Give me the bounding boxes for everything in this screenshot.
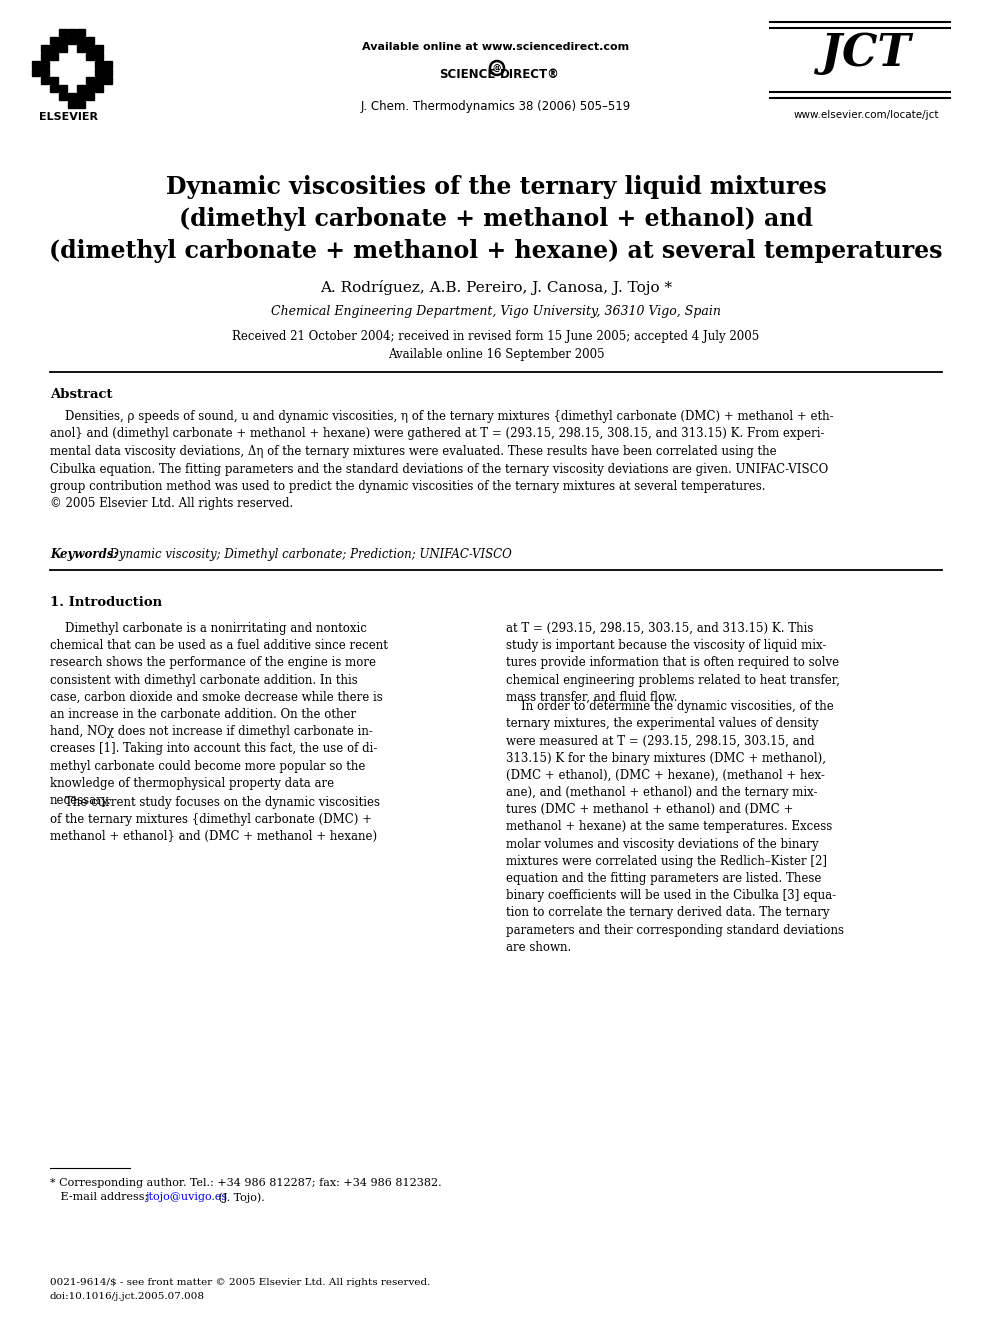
Bar [68, 93, 76, 101]
Bar [86, 85, 94, 93]
Bar [41, 45, 49, 52]
Bar [95, 85, 103, 93]
Text: A. Rodríguez, A.B. Pereiro, J. Canosa, J. Tojo *: A. Rodríguez, A.B. Pereiro, J. Canosa, J… [320, 280, 672, 295]
Text: Dynamic viscosity; Dimethyl carbonate; Prediction; UNIFAC-VISCO: Dynamic viscosity; Dimethyl carbonate; P… [102, 548, 512, 561]
Bar [86, 93, 94, 101]
Bar [32, 69, 40, 75]
Bar [68, 101, 76, 108]
Text: Received 21 October 2004; received in revised form 15 June 2005; accepted 4 July: Received 21 October 2004; received in re… [232, 329, 760, 343]
Text: (dimethyl carbonate + methanol + ethanol) and: (dimethyl carbonate + methanol + ethanol… [180, 206, 812, 232]
Bar [68, 29, 76, 36]
Bar [68, 37, 76, 44]
Bar [77, 37, 85, 44]
Bar [41, 69, 49, 75]
Bar [77, 85, 85, 93]
Bar [95, 53, 103, 60]
Bar [95, 77, 103, 83]
Bar [86, 77, 94, 83]
Bar [104, 77, 112, 83]
Text: (J. Tojo).: (J. Tojo). [215, 1192, 265, 1203]
Bar [95, 69, 103, 75]
Text: * Corresponding author. Tel.: +34 986 812287; fax: +34 986 812382.: * Corresponding author. Tel.: +34 986 81… [50, 1177, 441, 1188]
Bar [59, 93, 67, 101]
Text: Available online 16 September 2005: Available online 16 September 2005 [388, 348, 604, 361]
Text: Dynamic viscosities of the ternary liquid mixtures: Dynamic viscosities of the ternary liqui… [166, 175, 826, 198]
Bar [50, 53, 58, 60]
Bar [77, 45, 85, 52]
Text: SCIENCE: SCIENCE [439, 67, 496, 81]
Bar [77, 29, 85, 36]
Text: E-mail address:: E-mail address: [50, 1192, 152, 1203]
Bar [104, 69, 112, 75]
Bar [104, 61, 112, 67]
Text: DIRECT®: DIRECT® [500, 67, 559, 81]
Text: Available online at www.sciencedirect.com: Available online at www.sciencedirect.co… [362, 42, 630, 52]
Text: The current study focuses on the dynamic viscosities
of the ternary mixtures {di: The current study focuses on the dynamic… [50, 796, 380, 843]
Text: In order to determine the dynamic viscosities, of the
ternary mixtures, the expe: In order to determine the dynamic viscos… [506, 700, 844, 954]
Bar [50, 45, 58, 52]
Bar [86, 53, 94, 60]
Text: www.elsevier.com/locate/jct: www.elsevier.com/locate/jct [794, 110, 938, 120]
Text: Abstract: Abstract [50, 388, 112, 401]
Text: Dimethyl carbonate is a nonirritating and nontoxic
chemical that can be used as : Dimethyl carbonate is a nonirritating an… [50, 622, 388, 807]
Bar [59, 85, 67, 93]
Bar [41, 61, 49, 67]
Text: 0021-9614/$ - see front matter © 2005 Elsevier Ltd. All rights reserved.: 0021-9614/$ - see front matter © 2005 El… [50, 1278, 431, 1287]
Bar [50, 77, 58, 83]
Bar [77, 101, 85, 108]
Text: @: @ [493, 64, 501, 73]
Bar [41, 77, 49, 83]
Bar [77, 93, 85, 101]
Text: Chemical Engineering Department, Vigo University, 36310 Vigo, Spain: Chemical Engineering Department, Vigo Un… [271, 306, 721, 318]
Bar [59, 29, 67, 36]
Text: Keywords:: Keywords: [50, 548, 118, 561]
Text: JCT: JCT [821, 32, 911, 75]
Text: doi:10.1016/j.jct.2005.07.008: doi:10.1016/j.jct.2005.07.008 [50, 1293, 205, 1301]
Bar [32, 61, 40, 67]
Bar [41, 53, 49, 60]
Bar [59, 45, 67, 52]
Bar [50, 85, 58, 93]
Text: at T = (293.15, 298.15, 303.15, and 313.15) K. This
study is important because t: at T = (293.15, 298.15, 303.15, and 313.… [506, 622, 840, 704]
Bar [59, 37, 67, 44]
Bar [50, 37, 58, 44]
Bar [95, 45, 103, 52]
Text: Densities, ρ speeds of sound, u and dynamic viscosities, η of the ternary mixtur: Densities, ρ speeds of sound, u and dyna… [50, 410, 833, 511]
Bar [95, 61, 103, 67]
Text: J. Chem. Thermodynamics 38 (2006) 505–519: J. Chem. Thermodynamics 38 (2006) 505–51… [361, 101, 631, 112]
Text: 1. Introduction: 1. Introduction [50, 595, 162, 609]
Text: jtojo@uvigo.es: jtojo@uvigo.es [145, 1192, 227, 1203]
Bar [86, 37, 94, 44]
Text: ELSEVIER: ELSEVIER [39, 112, 97, 122]
Text: (dimethyl carbonate + methanol + hexane) at several temperatures: (dimethyl carbonate + methanol + hexane)… [50, 239, 942, 263]
Bar [86, 45, 94, 52]
